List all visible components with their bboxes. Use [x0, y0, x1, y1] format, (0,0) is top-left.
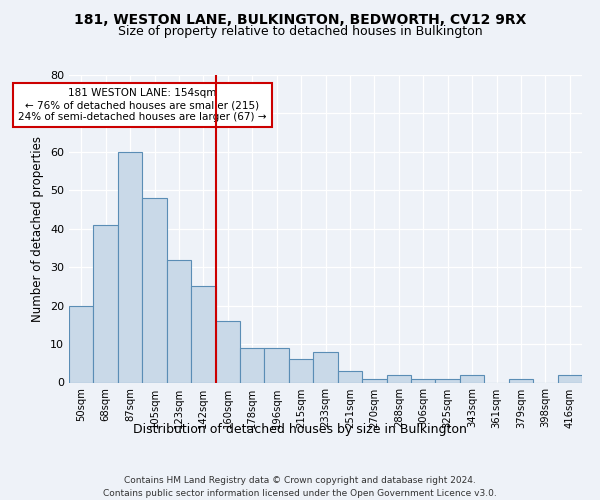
- Bar: [460, 375, 484, 382]
- Text: 181, WESTON LANE, BULKINGTON, BEDWORTH, CV12 9RX: 181, WESTON LANE, BULKINGTON, BEDWORTH, …: [74, 12, 526, 26]
- Bar: [289, 360, 313, 382]
- Text: Contains HM Land Registry data © Crown copyright and database right 2024.: Contains HM Land Registry data © Crown c…: [124, 476, 476, 485]
- Text: 181 WESTON LANE: 154sqm
← 76% of detached houses are smaller (215)
24% of semi-d: 181 WESTON LANE: 154sqm ← 76% of detache…: [18, 88, 266, 122]
- Text: Size of property relative to detached houses in Bulkington: Size of property relative to detached ho…: [118, 25, 482, 38]
- Bar: [362, 378, 386, 382]
- Bar: [118, 152, 142, 382]
- Bar: [338, 371, 362, 382]
- Text: Contains public sector information licensed under the Open Government Licence v3: Contains public sector information licen…: [103, 489, 497, 498]
- Y-axis label: Number of detached properties: Number of detached properties: [31, 136, 44, 322]
- Bar: [94, 225, 118, 382]
- Text: Distribution of detached houses by size in Bulkington: Distribution of detached houses by size …: [133, 422, 467, 436]
- Bar: [191, 286, 215, 382]
- Bar: [215, 321, 240, 382]
- Bar: [142, 198, 167, 382]
- Bar: [313, 352, 338, 382]
- Bar: [436, 378, 460, 382]
- Bar: [557, 375, 582, 382]
- Bar: [69, 306, 94, 382]
- Bar: [265, 348, 289, 382]
- Bar: [167, 260, 191, 382]
- Bar: [386, 375, 411, 382]
- Bar: [411, 378, 436, 382]
- Bar: [509, 378, 533, 382]
- Bar: [240, 348, 265, 382]
